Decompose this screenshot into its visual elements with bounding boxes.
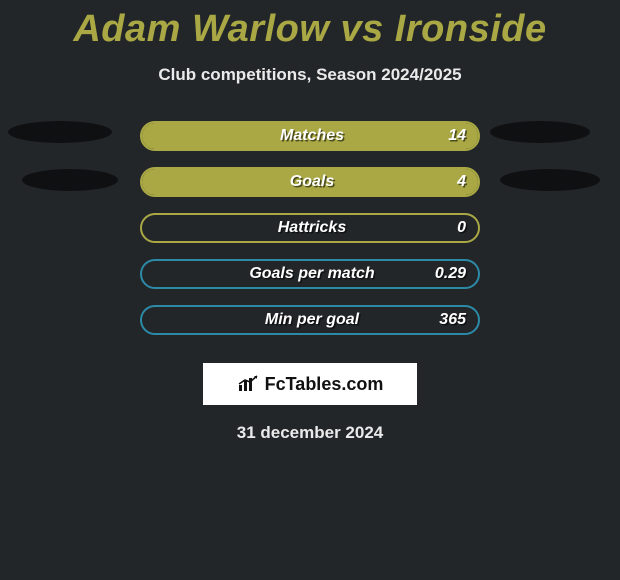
page-title: Adam Warlow vs Ironside xyxy=(0,0,620,51)
brand-chart-icon xyxy=(237,375,259,393)
stat-value: 0.29 xyxy=(435,265,466,283)
stat-row: Goals per match0.29 xyxy=(0,253,620,299)
stat-value: 365 xyxy=(439,311,466,329)
stat-row: Hattricks0 xyxy=(0,207,620,253)
stat-row: Matches14 xyxy=(0,115,620,161)
stat-bar-fill xyxy=(142,169,478,195)
stat-bar: Hattricks0 xyxy=(140,213,480,243)
stat-row: Goals4 xyxy=(0,161,620,207)
date-text: 31 december 2024 xyxy=(0,423,620,443)
stat-label: Hattricks xyxy=(142,219,482,237)
subtitle: Club competitions, Season 2024/2025 xyxy=(0,65,620,85)
stat-label: Min per goal xyxy=(142,311,482,329)
stat-bar: Goals4 xyxy=(140,167,480,197)
stats-area: Matches14 Goals4 Hattricks0 Goals per match… xyxy=(0,115,620,345)
stat-label: Goals per match xyxy=(142,265,482,283)
stat-bar: Matches14 xyxy=(140,121,480,151)
brand-box[interactable]: FcTables.com xyxy=(203,363,417,405)
brand-text: FcTables.com xyxy=(265,374,384,395)
stat-bar-fill xyxy=(142,123,478,149)
stat-row: Min per goal365 xyxy=(0,299,620,345)
stat-value: 0 xyxy=(457,219,466,237)
stat-bar: Goals per match0.29 xyxy=(140,259,480,289)
stat-bar: Min per goal365 xyxy=(140,305,480,335)
